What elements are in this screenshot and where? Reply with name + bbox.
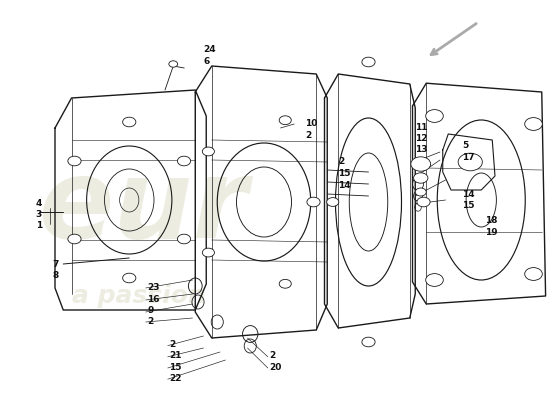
Text: 2: 2 xyxy=(270,352,276,360)
Circle shape xyxy=(415,188,426,196)
Text: 18: 18 xyxy=(485,216,498,225)
Circle shape xyxy=(327,198,339,206)
Circle shape xyxy=(426,110,443,122)
Text: 23: 23 xyxy=(147,284,160,292)
Circle shape xyxy=(68,156,81,166)
Circle shape xyxy=(68,234,81,244)
Circle shape xyxy=(426,274,443,286)
Circle shape xyxy=(202,147,215,156)
Circle shape xyxy=(123,117,136,127)
Circle shape xyxy=(279,279,292,288)
Circle shape xyxy=(414,173,428,183)
Text: 2: 2 xyxy=(169,340,175,349)
Text: 10: 10 xyxy=(305,120,318,128)
Text: 13: 13 xyxy=(415,145,428,154)
Text: 22: 22 xyxy=(169,374,182,383)
Text: 24: 24 xyxy=(204,46,216,54)
Text: 6: 6 xyxy=(204,58,210,66)
Circle shape xyxy=(169,61,178,67)
Circle shape xyxy=(411,157,431,171)
Circle shape xyxy=(178,156,191,166)
Text: 9: 9 xyxy=(147,306,154,315)
Circle shape xyxy=(362,337,375,347)
Text: 14: 14 xyxy=(462,190,475,199)
Circle shape xyxy=(525,268,542,280)
Text: 21: 21 xyxy=(169,352,182,360)
Text: a passion: a passion xyxy=(72,284,205,308)
Text: 14: 14 xyxy=(338,181,351,190)
Text: 15: 15 xyxy=(462,202,475,210)
Circle shape xyxy=(417,197,430,207)
Text: 5: 5 xyxy=(462,142,468,150)
Circle shape xyxy=(202,248,215,257)
Circle shape xyxy=(307,197,320,207)
Text: 8: 8 xyxy=(52,272,58,280)
Text: 20: 20 xyxy=(270,363,282,372)
Text: 4: 4 xyxy=(36,200,42,208)
Circle shape xyxy=(458,153,482,171)
Text: 11: 11 xyxy=(415,123,428,132)
Text: 3: 3 xyxy=(36,210,42,219)
Text: 12: 12 xyxy=(415,134,428,143)
Text: 16: 16 xyxy=(147,295,160,304)
Text: 2: 2 xyxy=(305,132,311,140)
Text: 17: 17 xyxy=(462,153,475,162)
Text: 1: 1 xyxy=(36,221,42,230)
Circle shape xyxy=(123,273,136,283)
Text: 7: 7 xyxy=(52,260,59,269)
Text: 15: 15 xyxy=(338,169,351,178)
Text: 19: 19 xyxy=(485,228,498,237)
Text: 2: 2 xyxy=(338,157,344,166)
Circle shape xyxy=(362,57,375,67)
Circle shape xyxy=(178,234,191,244)
Circle shape xyxy=(279,116,292,125)
Text: 15: 15 xyxy=(169,363,182,372)
Circle shape xyxy=(525,118,542,130)
Text: 2: 2 xyxy=(147,317,153,326)
Text: eur: eur xyxy=(39,154,248,262)
